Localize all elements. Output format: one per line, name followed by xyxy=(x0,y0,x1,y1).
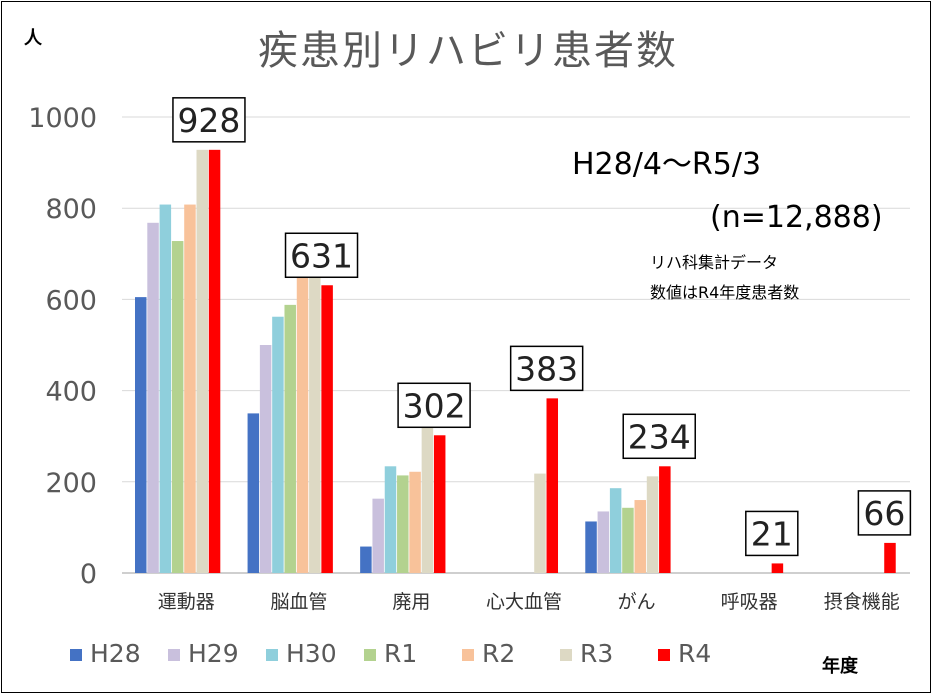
value-label-摂食機能: 66 xyxy=(857,490,912,536)
bar-R2-がん xyxy=(634,500,646,573)
value-label-box xyxy=(857,490,912,536)
bar-R4-脳血管 xyxy=(321,285,333,573)
bar-R2-脳血管 xyxy=(296,277,309,573)
x-tick-label: 廃用 xyxy=(392,591,430,613)
x-tick-label: 運動器 xyxy=(158,591,215,613)
value-label-心大血管: 383 xyxy=(509,345,584,392)
bar-H30-脳血管 xyxy=(272,316,284,573)
y-unit-label: 人 xyxy=(24,28,43,49)
legend-swatch xyxy=(364,649,376,661)
bar-H30-がん xyxy=(609,488,622,573)
bar-R2-廃用 xyxy=(409,471,421,573)
bar-R4-運動器 xyxy=(208,149,221,573)
value-label-脳血管: 631 xyxy=(284,232,359,279)
legend-swatch xyxy=(462,649,474,661)
value-label-box xyxy=(622,413,696,460)
bar-H28-がん xyxy=(585,521,597,573)
value-label-text: 383 xyxy=(515,349,578,388)
bar-H28-運動器 xyxy=(135,297,147,573)
bar-R3-心大血管 xyxy=(534,473,546,573)
legend-swatch xyxy=(266,649,278,661)
value-label-text: 21 xyxy=(751,514,793,553)
bar-H29-がん xyxy=(597,511,610,573)
legend-item-H28: H28 xyxy=(70,639,141,668)
bar-H29-脳血管 xyxy=(259,345,272,573)
legend-item-R2: R2 xyxy=(462,639,515,668)
legend-label: H29 xyxy=(188,639,239,668)
y-tick-label: 1000 xyxy=(28,103,97,134)
bar-R2-運動器 xyxy=(184,204,196,573)
bar-R1-運動器 xyxy=(171,241,184,574)
x-tick-label: がん xyxy=(618,591,656,613)
y-tick-label: 200 xyxy=(45,468,97,499)
bar-R4-がん xyxy=(659,466,671,573)
bar-R3-脳血管 xyxy=(309,262,321,573)
value-label-text: 302 xyxy=(403,386,466,425)
legend-label: R4 xyxy=(678,639,711,668)
legend-item-R4: R4 xyxy=(658,639,711,668)
value-label-運動器: 928 xyxy=(172,97,246,143)
bar-H30-廃用 xyxy=(384,466,397,573)
y-tick-label: 800 xyxy=(45,194,97,225)
bar-R4-廃用 xyxy=(433,435,446,573)
note-annotation-2: 数値はR4年度患者数 xyxy=(650,283,799,302)
value-label-text: 234 xyxy=(628,417,691,456)
value-label-box xyxy=(284,232,359,279)
x-tick-label: 呼吸器 xyxy=(721,591,778,613)
x-tick-label: 摂食機能 xyxy=(824,591,900,613)
value-label-box xyxy=(172,97,246,143)
bar-H28-脳血管 xyxy=(247,413,260,573)
bar-R4-摂食機能 xyxy=(884,542,896,573)
bar-R4-心大血管 xyxy=(546,398,559,573)
bar-H29-運動器 xyxy=(147,222,159,574)
value-label-box xyxy=(397,382,471,429)
value-label-廃用: 302 xyxy=(397,382,471,429)
value-label-text: 928 xyxy=(177,101,240,140)
legend-swatch xyxy=(70,649,82,661)
legend-item-H29: H29 xyxy=(168,639,239,668)
value-label-box xyxy=(745,510,799,557)
legend-label: R1 xyxy=(384,639,417,668)
note-annotation-1: リハ科集計データ xyxy=(650,253,778,272)
bar-R4-呼吸器 xyxy=(771,563,784,573)
y-tick-label: 400 xyxy=(45,377,97,408)
chart-title: 疾患別リハビリ患者数 xyxy=(258,28,678,74)
legend-item-H30: H30 xyxy=(266,639,337,668)
legend-item-R1: R1 xyxy=(364,639,417,668)
value-label-box xyxy=(509,345,584,392)
bar-R1-廃用 xyxy=(397,475,409,573)
legend-swatch xyxy=(658,649,670,661)
x-unit-label: 年度 xyxy=(822,655,859,677)
bar-R1-脳血管 xyxy=(284,304,296,573)
bar-H30-運動器 xyxy=(159,204,172,573)
legend-label: H28 xyxy=(90,639,141,668)
legend-swatch xyxy=(560,649,572,661)
legend-swatch xyxy=(168,649,180,661)
legend-item-R3: R3 xyxy=(560,639,613,668)
x-tick-label: 脳血管 xyxy=(270,591,327,613)
n-annotation: (n=12,888) xyxy=(710,200,883,235)
bar-H29-廃用 xyxy=(372,498,384,573)
y-tick-label: 0 xyxy=(80,559,97,590)
value-label-呼吸器: 21 xyxy=(745,510,799,557)
bar-R3-運動器 xyxy=(196,149,208,573)
y-tick-label: 600 xyxy=(45,285,97,316)
value-label-text: 631 xyxy=(290,236,353,275)
x-tick-label: 心大血管 xyxy=(486,591,562,613)
bar-R3-廃用 xyxy=(421,427,434,573)
legend-label: R3 xyxy=(580,639,613,668)
value-label-がん: 234 xyxy=(622,413,696,460)
period-annotation: H28/4～R5/3 xyxy=(572,147,761,182)
bar-R3-がん xyxy=(646,476,659,573)
value-label-text: 66 xyxy=(863,494,905,533)
bar-H28-廃用 xyxy=(360,546,372,573)
bar-R1-がん xyxy=(622,507,634,573)
legend-label: R2 xyxy=(482,639,515,668)
legend-label: H30 xyxy=(286,639,337,668)
